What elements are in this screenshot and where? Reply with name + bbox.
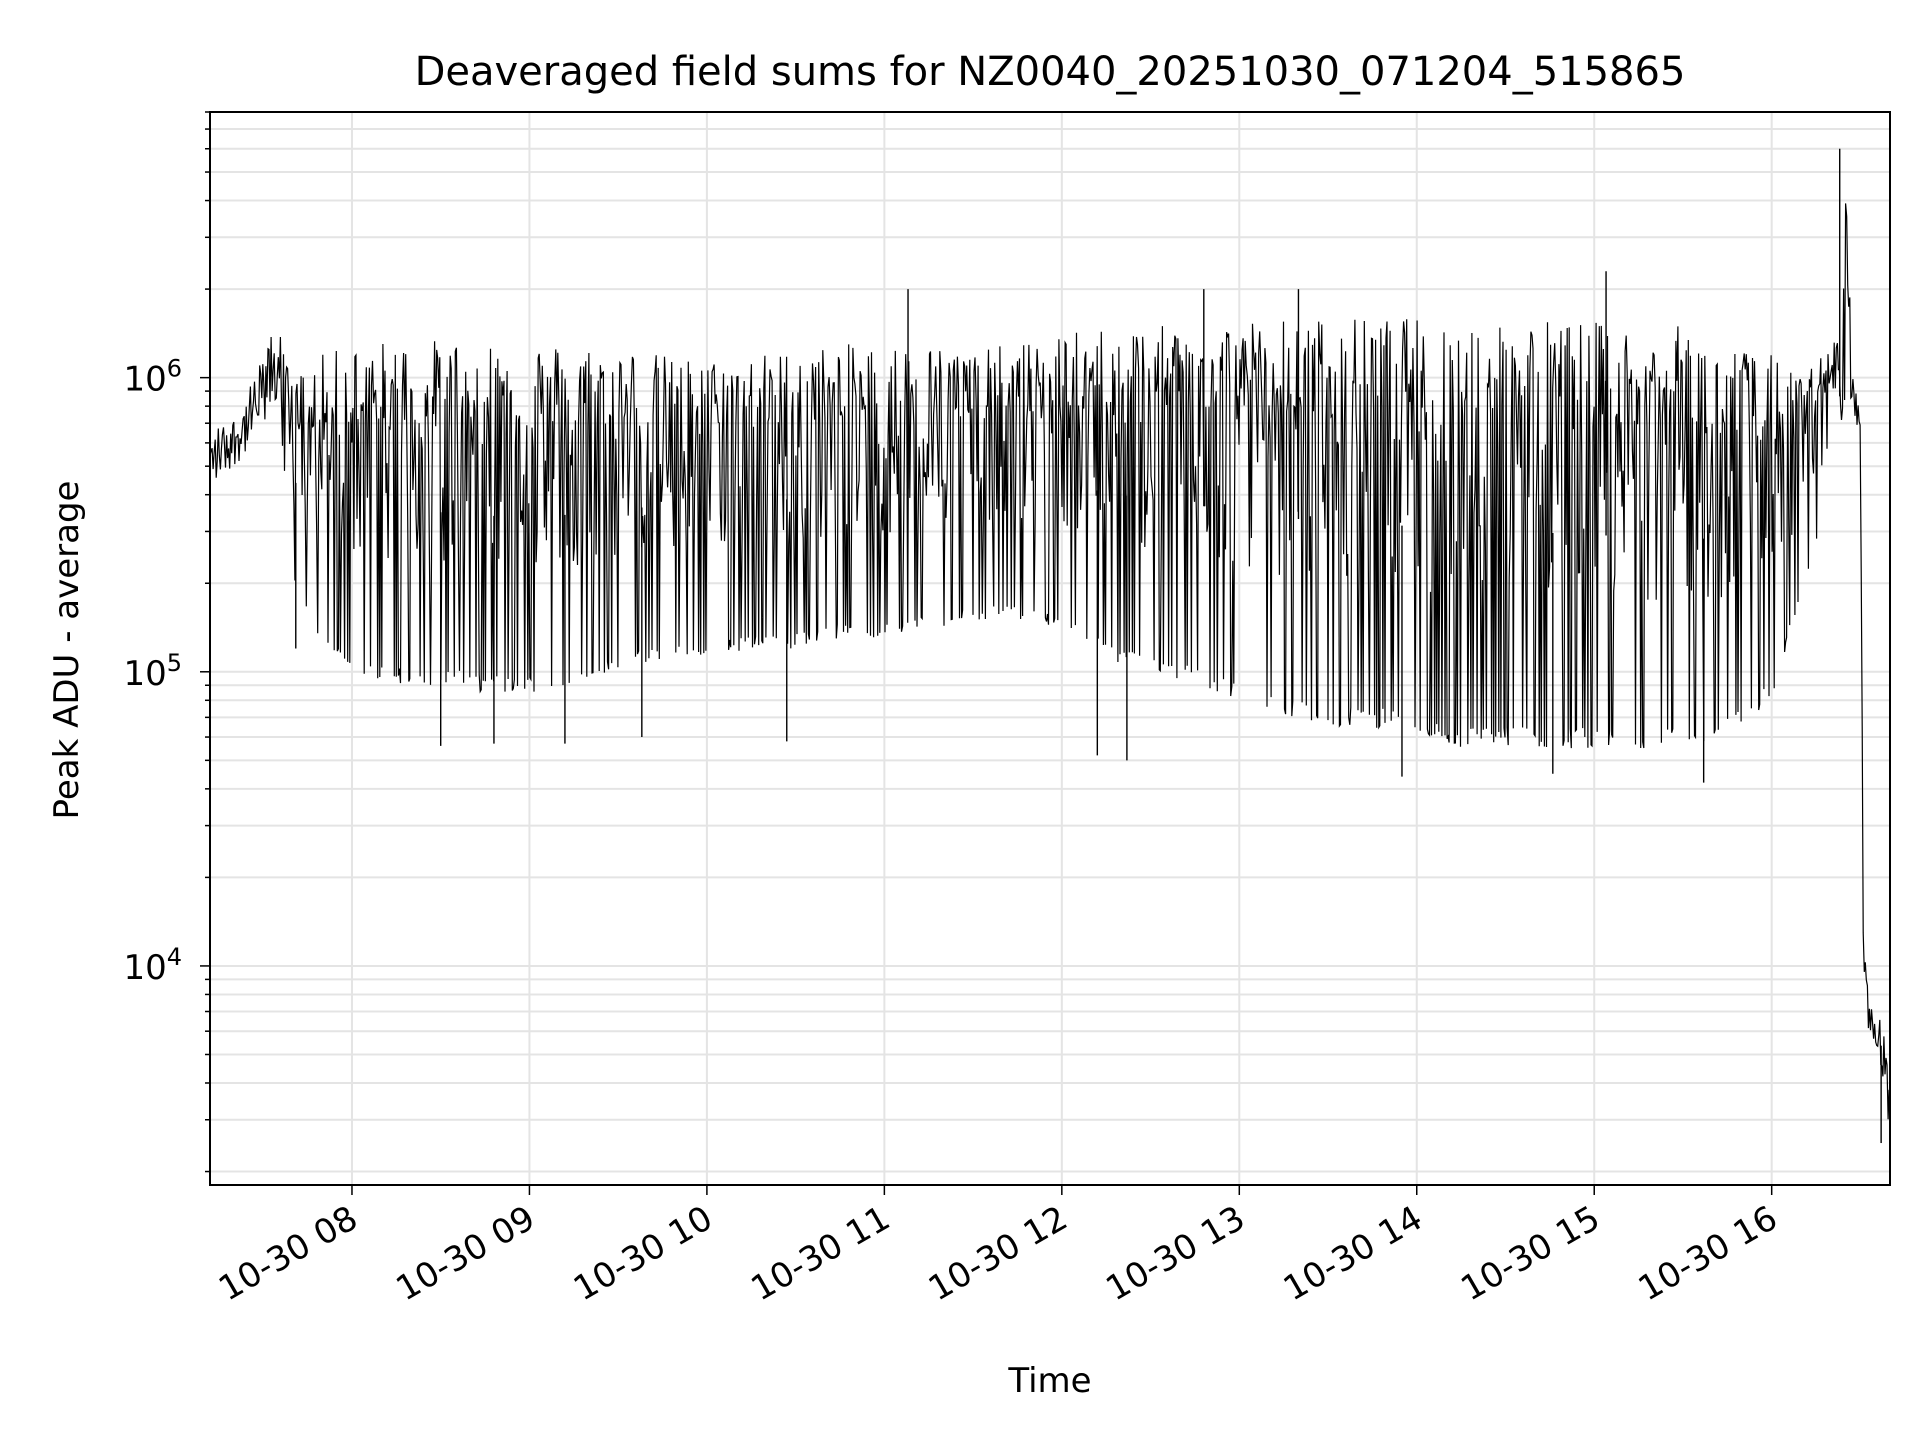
series-line bbox=[209, 203, 1890, 1120]
x-axis-label: Time bbox=[1007, 1361, 1091, 1401]
y-tick-label: 104 bbox=[123, 943, 182, 988]
y-tick-label: 105 bbox=[123, 649, 182, 694]
y-tick-label: 106 bbox=[123, 355, 182, 400]
chart-title: Deaveraged field sums for NZ0040_2025103… bbox=[415, 49, 1686, 95]
y-axis-label: Peak ADU - average bbox=[47, 481, 87, 820]
axes-frame bbox=[209, 111, 1891, 1186]
plot-area bbox=[209, 148, 1890, 1144]
